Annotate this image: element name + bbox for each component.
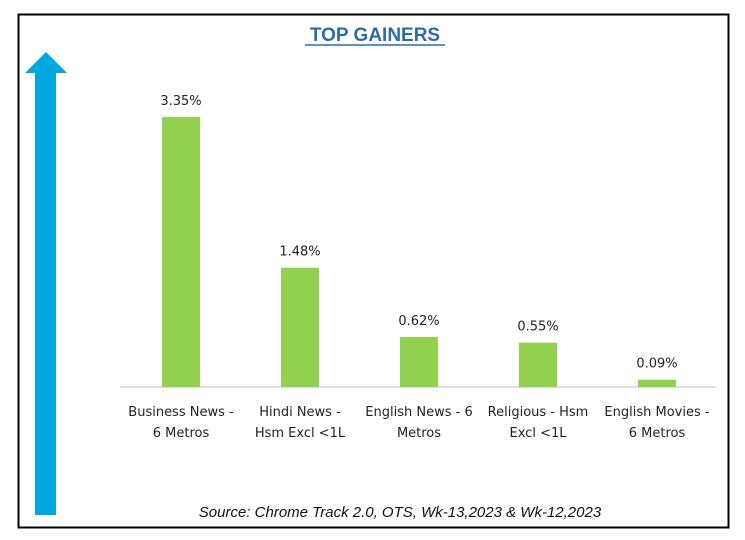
category-label: 6 Metros xyxy=(153,426,210,441)
category-label: Metros xyxy=(397,426,441,441)
up-arrow-icon xyxy=(25,52,67,515)
category-label: Business News - xyxy=(128,405,234,420)
category-label: 6 Metros xyxy=(629,426,686,441)
category-label: Religious - Hsm xyxy=(488,405,589,420)
source-note: Source: Chrome Track 2.0, OTS, Wk-13,202… xyxy=(199,504,602,521)
chart-border xyxy=(17,13,730,529)
data-label: 0.62% xyxy=(398,314,439,329)
data-label: 0.09% xyxy=(636,357,677,372)
bar xyxy=(400,337,438,387)
bar xyxy=(519,342,557,387)
bar xyxy=(638,379,676,387)
data-label: 0.55% xyxy=(517,320,558,335)
category-label: Hindi News - xyxy=(259,405,341,420)
bar xyxy=(162,117,200,387)
data-label: 1.48% xyxy=(279,245,320,260)
data-label: 3.35% xyxy=(160,94,201,109)
category-label: Hsm Excl <1L xyxy=(255,426,346,441)
category-label: English News - 6 xyxy=(365,405,472,420)
category-label: English Movies - xyxy=(604,405,709,420)
category-label: Excl <1L xyxy=(510,426,568,441)
chart-title: TOP GAINERS xyxy=(310,25,440,46)
bar xyxy=(281,267,319,387)
